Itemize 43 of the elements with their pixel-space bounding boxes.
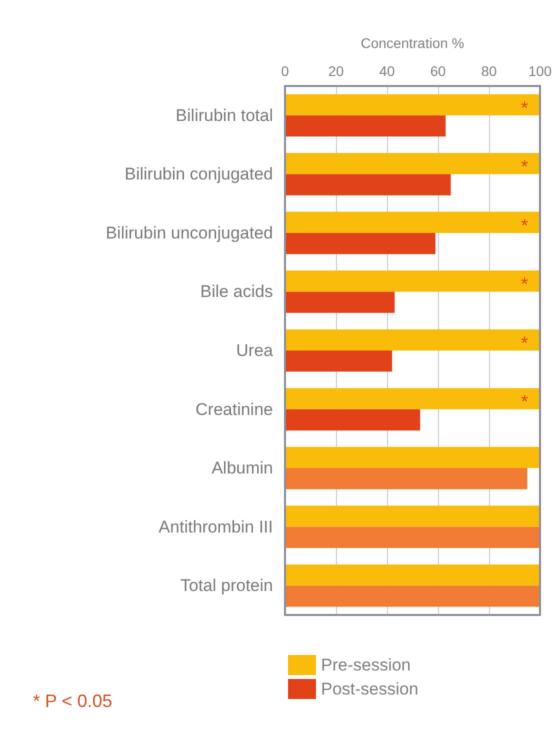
bar: [285, 329, 540, 350]
x-tick-label: 20: [328, 63, 344, 79]
y-tick-label: Bile acids: [200, 282, 273, 302]
bar: [285, 115, 446, 137]
legend-label: Pre-session: [321, 656, 411, 674]
legend-label: Post-session: [321, 680, 418, 698]
x-tick-label: 0: [281, 63, 290, 79]
x-tick-label: 40: [379, 63, 395, 79]
bar: [285, 174, 451, 196]
y-tick-label: Bilirubin unconjugated: [106, 223, 273, 242]
x-axis-title: Concentration %: [360, 35, 464, 51]
annotation: *: [520, 392, 528, 412]
bar: [285, 212, 540, 233]
y-tick-label: Bilirubin conjugated: [124, 164, 273, 184]
bar: [285, 388, 540, 410]
annotation: *: [520, 98, 528, 118]
y-tick-label: Albumin: [212, 458, 273, 478]
y-tick-label: Creatinine: [196, 400, 273, 419]
bar: [285, 409, 420, 430]
x-tick-label: 80: [481, 63, 497, 79]
bar: [285, 526, 540, 548]
text: * P < 0.05: [33, 691, 112, 711]
bar: [285, 292, 395, 313]
annotation: *: [520, 215, 528, 236]
y-tick-label: Urea: [236, 341, 274, 360]
x-tick-label: 100: [528, 63, 552, 79]
bar: [285, 506, 540, 527]
bar: [285, 468, 528, 490]
bar: [285, 446, 540, 468]
y-tick-label: Antithrombin III: [158, 517, 273, 536]
x-tick-label: 60: [430, 63, 446, 79]
y-tick-label: Bilirubin total: [176, 106, 273, 125]
bar: [285, 270, 540, 292]
bar: [285, 94, 540, 116]
annotation: *: [520, 332, 528, 353]
annotation: *: [520, 274, 528, 294]
bar: [285, 564, 540, 586]
annotation: *: [520, 156, 528, 177]
bar: [285, 232, 436, 254]
bar: [285, 350, 392, 372]
y-tick-label: Total protein: [180, 576, 273, 596]
bar: [285, 586, 540, 607]
bar: [285, 153, 540, 174]
